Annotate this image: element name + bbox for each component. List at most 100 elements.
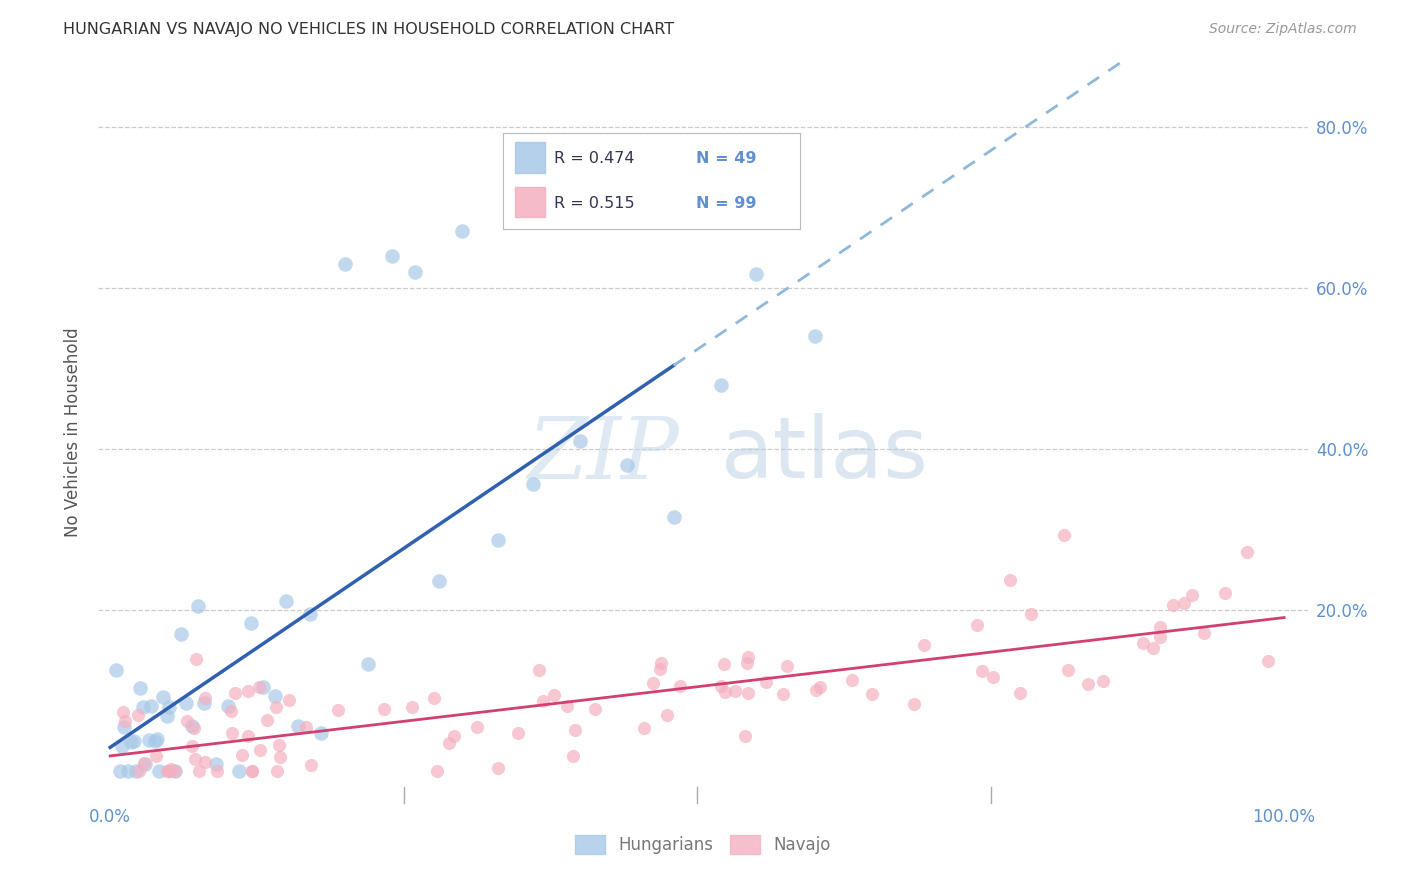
Point (998, 574, 1021, 588)
Point (217, 699, 239, 714)
Point (249, 743, 271, 757)
Point (734, 729, 756, 743)
Point (1149, 630, 1171, 644)
Point (205, 764, 228, 778)
Point (267, 739, 290, 753)
Point (219, 704, 242, 718)
Point (1008, 686, 1031, 700)
Point (156, 764, 179, 778)
Point (357, 657, 380, 671)
Point (1019, 607, 1042, 622)
Point (294, 720, 316, 734)
Point (228, 764, 250, 778)
Point (713, 657, 735, 671)
Point (966, 618, 988, 632)
Point (508, 726, 530, 740)
Point (263, 689, 285, 703)
Point (108, 764, 131, 778)
Point (404, 265, 426, 279)
Point (860, 687, 883, 701)
Point (724, 684, 747, 698)
Point (486, 760, 509, 774)
Point (1149, 619, 1171, 633)
Point (240, 764, 263, 778)
Text: Source: ZipAtlas.com: Source: ZipAtlas.com (1209, 22, 1357, 37)
Point (264, 700, 287, 714)
Point (247, 680, 270, 694)
Point (184, 752, 207, 766)
Point (737, 650, 759, 665)
Point (522, 476, 544, 491)
Point (650, 662, 672, 676)
Point (668, 680, 690, 694)
Point (1077, 676, 1099, 690)
Point (256, 714, 278, 728)
Point (141, 699, 163, 714)
Point (772, 687, 794, 701)
Point (183, 721, 205, 735)
Point (755, 675, 778, 690)
Point (187, 764, 209, 778)
Point (127, 708, 149, 723)
Point (134, 756, 156, 771)
Point (1181, 588, 1204, 602)
Point (427, 574, 450, 589)
Point (111, 705, 134, 719)
Point (564, 723, 586, 737)
Point (134, 757, 156, 772)
Point (111, 739, 134, 754)
Point (568, 434, 591, 448)
Point (128, 764, 150, 778)
Point (276, 594, 298, 608)
Point (423, 690, 446, 705)
Point (193, 696, 215, 710)
Point (120, 735, 142, 749)
Point (146, 732, 169, 747)
Point (152, 690, 174, 705)
Point (451, 224, 474, 238)
Point (561, 748, 583, 763)
Point (527, 664, 550, 678)
Point (160, 762, 183, 776)
Point (616, 458, 638, 472)
Point (181, 719, 204, 733)
Point (1132, 636, 1154, 650)
Text: atlas: atlas (721, 413, 929, 496)
Point (486, 533, 509, 548)
Point (1215, 586, 1237, 600)
Point (650, 656, 672, 670)
Point (298, 607, 321, 621)
Point (311, 725, 333, 739)
Point (181, 739, 204, 754)
Point (132, 699, 155, 714)
Point (157, 700, 180, 714)
Point (543, 689, 565, 703)
Point (841, 673, 863, 688)
Point (714, 684, 737, 698)
Point (236, 684, 259, 698)
Point (221, 726, 243, 740)
Point (105, 663, 128, 677)
Point (155, 709, 177, 723)
Point (187, 599, 209, 613)
Point (169, 627, 191, 641)
Point (231, 748, 253, 763)
Point (373, 702, 395, 716)
Point (1056, 663, 1078, 677)
Point (117, 764, 139, 778)
Point (240, 764, 263, 778)
Point (657, 708, 679, 723)
Point (983, 670, 1005, 684)
Point (238, 730, 260, 744)
Point (662, 510, 685, 524)
Point (125, 764, 148, 778)
Point (1142, 641, 1164, 656)
Point (710, 377, 733, 392)
Point (112, 720, 135, 734)
Point (401, 699, 423, 714)
Point (157, 764, 180, 778)
Point (1091, 673, 1114, 688)
Point (1163, 598, 1185, 612)
Point (643, 675, 665, 690)
Legend: Hungarians, Navajo: Hungarians, Navajo (568, 829, 838, 861)
